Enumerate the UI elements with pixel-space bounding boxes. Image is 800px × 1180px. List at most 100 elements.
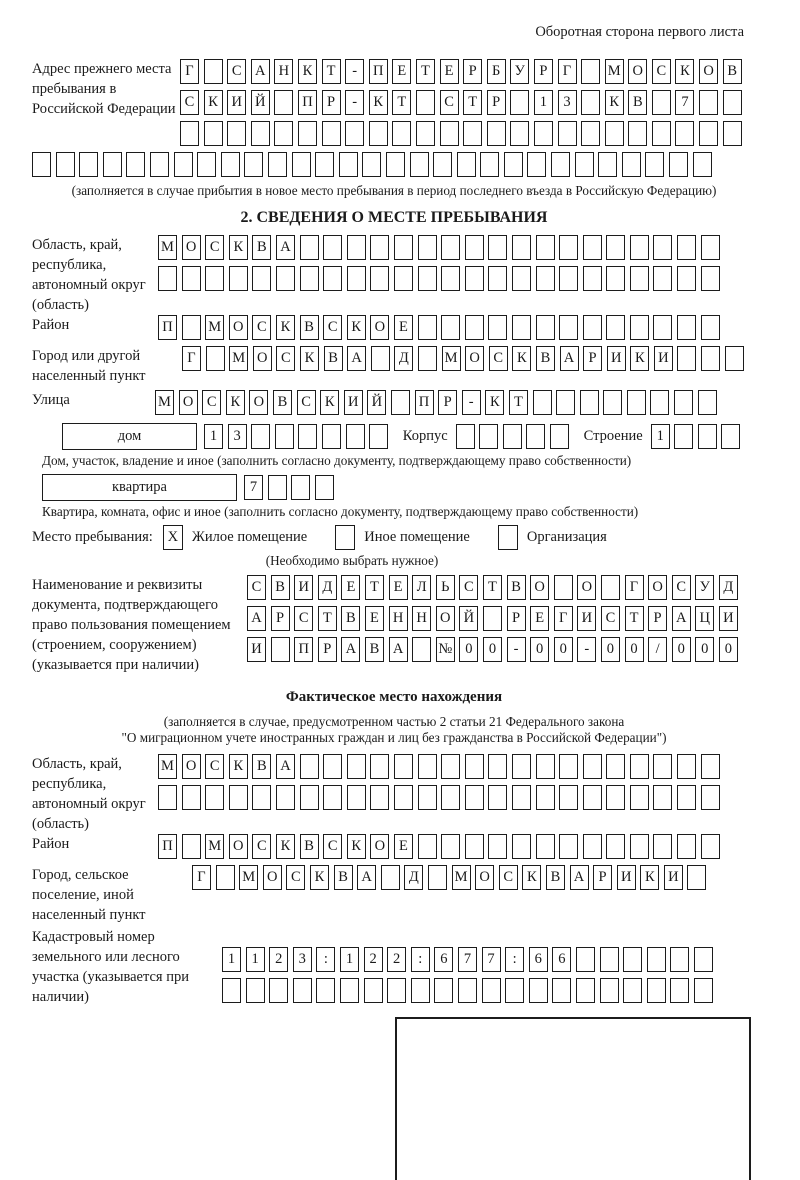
char-cell [651,121,671,146]
char-cell: К [228,235,248,260]
char-cell [267,475,287,500]
char-cell [346,754,366,779]
char-cell [550,424,570,449]
char-cell: А [347,346,367,371]
char-cell [362,152,382,177]
char-cell [441,315,461,340]
char-cell [532,390,552,415]
char-cell: Г [553,606,573,631]
char-cell [511,754,531,779]
char-cell: М [158,235,177,260]
char-cell: 1 [222,947,241,972]
char-cell [653,235,673,260]
char-cell: С [498,865,518,890]
actual-region-label: Область, край, республика, автономный ок… [32,756,146,832]
char-cell [441,266,461,291]
char-cell: У [695,575,715,600]
char-cell [410,978,430,1003]
char-cell: П [414,390,434,415]
char-cell: К [630,346,650,371]
char-cell: О [249,390,269,415]
char-cell: О [370,834,390,859]
char-cell [363,978,383,1003]
section2-title: 2. СВЕДЕНИЯ О МЕСТЕ ПРЕБЫВАНИЯ [240,209,548,226]
char-cell: Т [463,90,483,115]
char-cell [697,424,717,449]
char-cell [393,785,413,810]
char-cell [455,424,475,449]
char-cell [552,978,572,1003]
char-cell: С [600,606,620,631]
char-cell [441,235,461,260]
char-cell: В [299,315,319,340]
char-cell: А [671,606,691,631]
actual-district-label: Район [32,836,70,852]
char-cell [604,121,624,146]
checkbox-organization [497,525,518,550]
char-cell: С [202,390,222,415]
char-cell [645,152,665,177]
char-cell [482,606,502,631]
char-cell: О [181,235,201,260]
char-cell [559,266,579,291]
char-cell: А [569,865,589,890]
option-label-organization: Организация [526,529,607,545]
char-cell: 0 [530,637,550,662]
option-label-other-premises: Иное помещение [364,529,470,545]
char-cell: В [506,575,526,600]
char-cell: - [506,637,526,662]
char-cell: Е [388,575,408,600]
char-cell [511,315,531,340]
char-cell [486,121,506,146]
char-cell [598,152,618,177]
char-cell [102,152,122,177]
char-cell [677,346,697,371]
char-cell [559,834,579,859]
char-cell: О [262,865,282,890]
char-cell: Е [364,606,384,631]
char-cell [370,754,390,779]
char-cell: А [275,235,295,260]
char-cell [481,978,501,1003]
char-cell: С [205,235,225,260]
char-cell: С [252,315,272,340]
char-cell [582,315,602,340]
char-cell [464,834,484,859]
char-cell: С [651,59,671,84]
char-cell: - [345,59,365,84]
char-cell: В [722,59,742,84]
char-cell: О [178,390,198,415]
char-cell: С [439,90,459,115]
char-cell [205,785,225,810]
char-cell: С [323,315,343,340]
char-cell [677,315,697,340]
char-cell [463,121,483,146]
document-label: Наименование и реквизиты документа, подт… [32,577,231,673]
char-cell [417,266,437,291]
char-cell: Д [394,346,414,371]
char-cell [582,754,602,779]
char-cell [126,152,146,177]
char-cell [651,90,671,115]
char-cell: 3 [292,947,312,972]
char-cell: С [180,90,199,115]
char-cell [480,152,500,177]
stamp-box [395,1017,751,1180]
char-cell [600,575,620,600]
char-cell [197,152,217,177]
char-cell: Р [463,59,483,84]
char-cell [629,785,649,810]
char-cell [274,424,294,449]
char-cell: Г [182,346,201,371]
char-cell [559,785,579,810]
char-cell [370,266,390,291]
actual-location-note-2: "О миграционном учете иностранных гражда… [121,730,667,745]
char-cell [441,785,461,810]
char-cell [724,346,744,371]
char-cell: С [205,754,225,779]
